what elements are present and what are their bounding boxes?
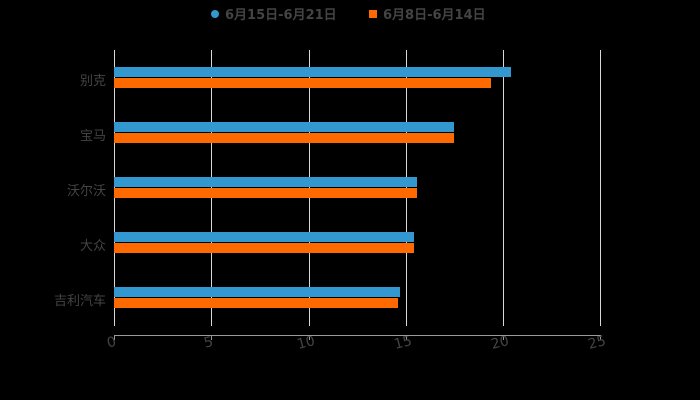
legend-item-week-1[interactable]: 6月8日-6月14日: [369, 4, 486, 23]
bar-week-1[interactable]: [114, 188, 417, 198]
legend-label: 6月8日-6月14日: [383, 8, 486, 23]
x-tick: [211, 335, 212, 340]
x-tick: [114, 335, 115, 340]
bar-week-1[interactable]: [114, 243, 414, 253]
x-axis: [114, 335, 600, 336]
x-tick-label: 10: [295, 333, 317, 353]
legend-label: 6月15日-6月21日: [225, 8, 337, 23]
bar-week-2[interactable]: [114, 287, 400, 297]
bar-week-1[interactable]: [114, 298, 398, 308]
category-label: 吉利汽车: [53, 294, 106, 309]
legend-item-week-2[interactable]: 6月15日-6月21日: [211, 4, 337, 23]
legend: 6月15日-6月21日 6月8日-6月14日: [0, 4, 700, 24]
category-label: 大众: [79, 239, 106, 254]
bar-week-1[interactable]: [114, 78, 491, 88]
x-tick: [600, 335, 601, 340]
bar-week-1[interactable]: [114, 133, 454, 143]
bar-week-2[interactable]: [114, 177, 417, 187]
x-tick: [503, 335, 504, 340]
category-label: 沃尔沃: [66, 184, 106, 199]
x-tick-label: 15: [392, 333, 414, 353]
legend-circle-icon: [211, 9, 219, 18]
x-tick-label: 25: [586, 333, 608, 353]
gridline: [600, 50, 601, 326]
category-label: 宝马: [79, 129, 106, 144]
bar-week-2[interactable]: [114, 232, 414, 242]
x-tick-label: 5: [202, 334, 215, 352]
gridline: [503, 50, 504, 326]
bar-week-2[interactable]: [114, 67, 511, 77]
bar-week-2[interactable]: [114, 122, 454, 132]
x-tick: [406, 335, 407, 340]
x-tick-label: 0: [105, 334, 118, 352]
legend-square-icon: [369, 9, 377, 18]
category-label: 别克: [79, 74, 106, 89]
x-tick: [309, 335, 310, 340]
x-tick-label: 20: [489, 333, 511, 353]
